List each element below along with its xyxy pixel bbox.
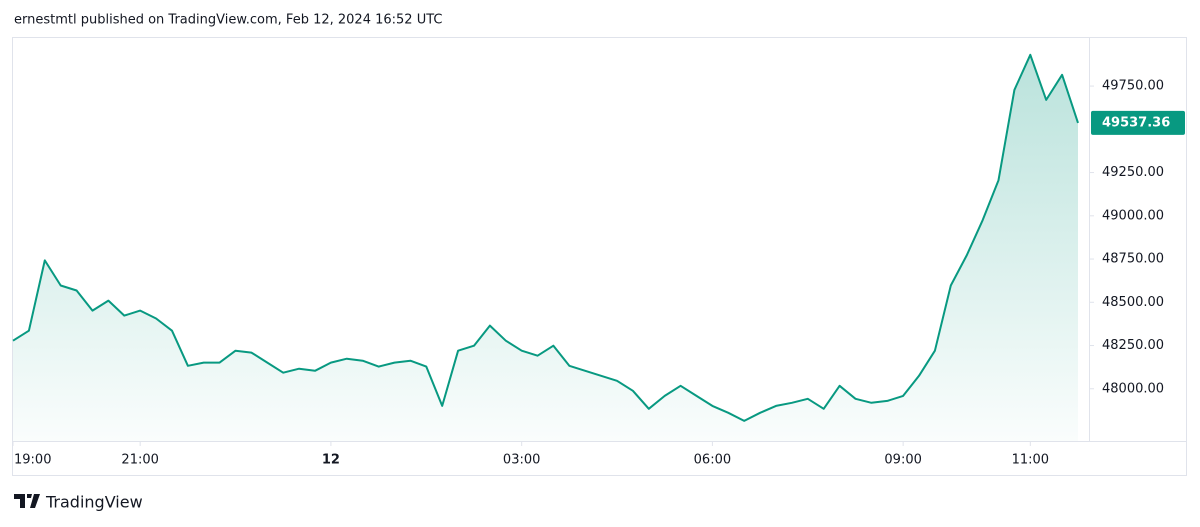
x-tick-label: 09:00 — [884, 453, 921, 468]
price-line — [12, 53, 1079, 422]
chart-frame — [12, 37, 1187, 476]
x-tick-label: 12 — [322, 453, 340, 468]
y-tick-label: 49000.00 — [1102, 208, 1164, 223]
x-tick-label: 06:00 — [694, 453, 731, 468]
x-tick-label: 03:00 — [503, 453, 540, 468]
y-tick-label: 48000.00 — [1102, 381, 1164, 396]
x-tick-label: 19:00 — [14, 453, 51, 468]
y-tick-label: 48750.00 — [1102, 252, 1164, 267]
last-price-label: 49537.36 — [1102, 115, 1170, 130]
y-tick-label: 49750.00 — [1102, 79, 1164, 94]
brand: TradingView — [45, 493, 143, 512]
last-price-box — [1091, 110, 1185, 135]
y-tick-label: 49250.00 — [1102, 165, 1164, 180]
area-fill — [13, 54, 1078, 442]
brand-logo — [14, 494, 40, 508]
y-tick-label: 48250.00 — [1102, 338, 1164, 353]
y-tick-label: 48500.00 — [1102, 295, 1164, 310]
x-tick-label: 11:00 — [1012, 453, 1049, 468]
chart-title: ernestmtl published on TradingView.com, … — [14, 13, 442, 28]
x-tick-label: 21:00 — [121, 453, 158, 468]
